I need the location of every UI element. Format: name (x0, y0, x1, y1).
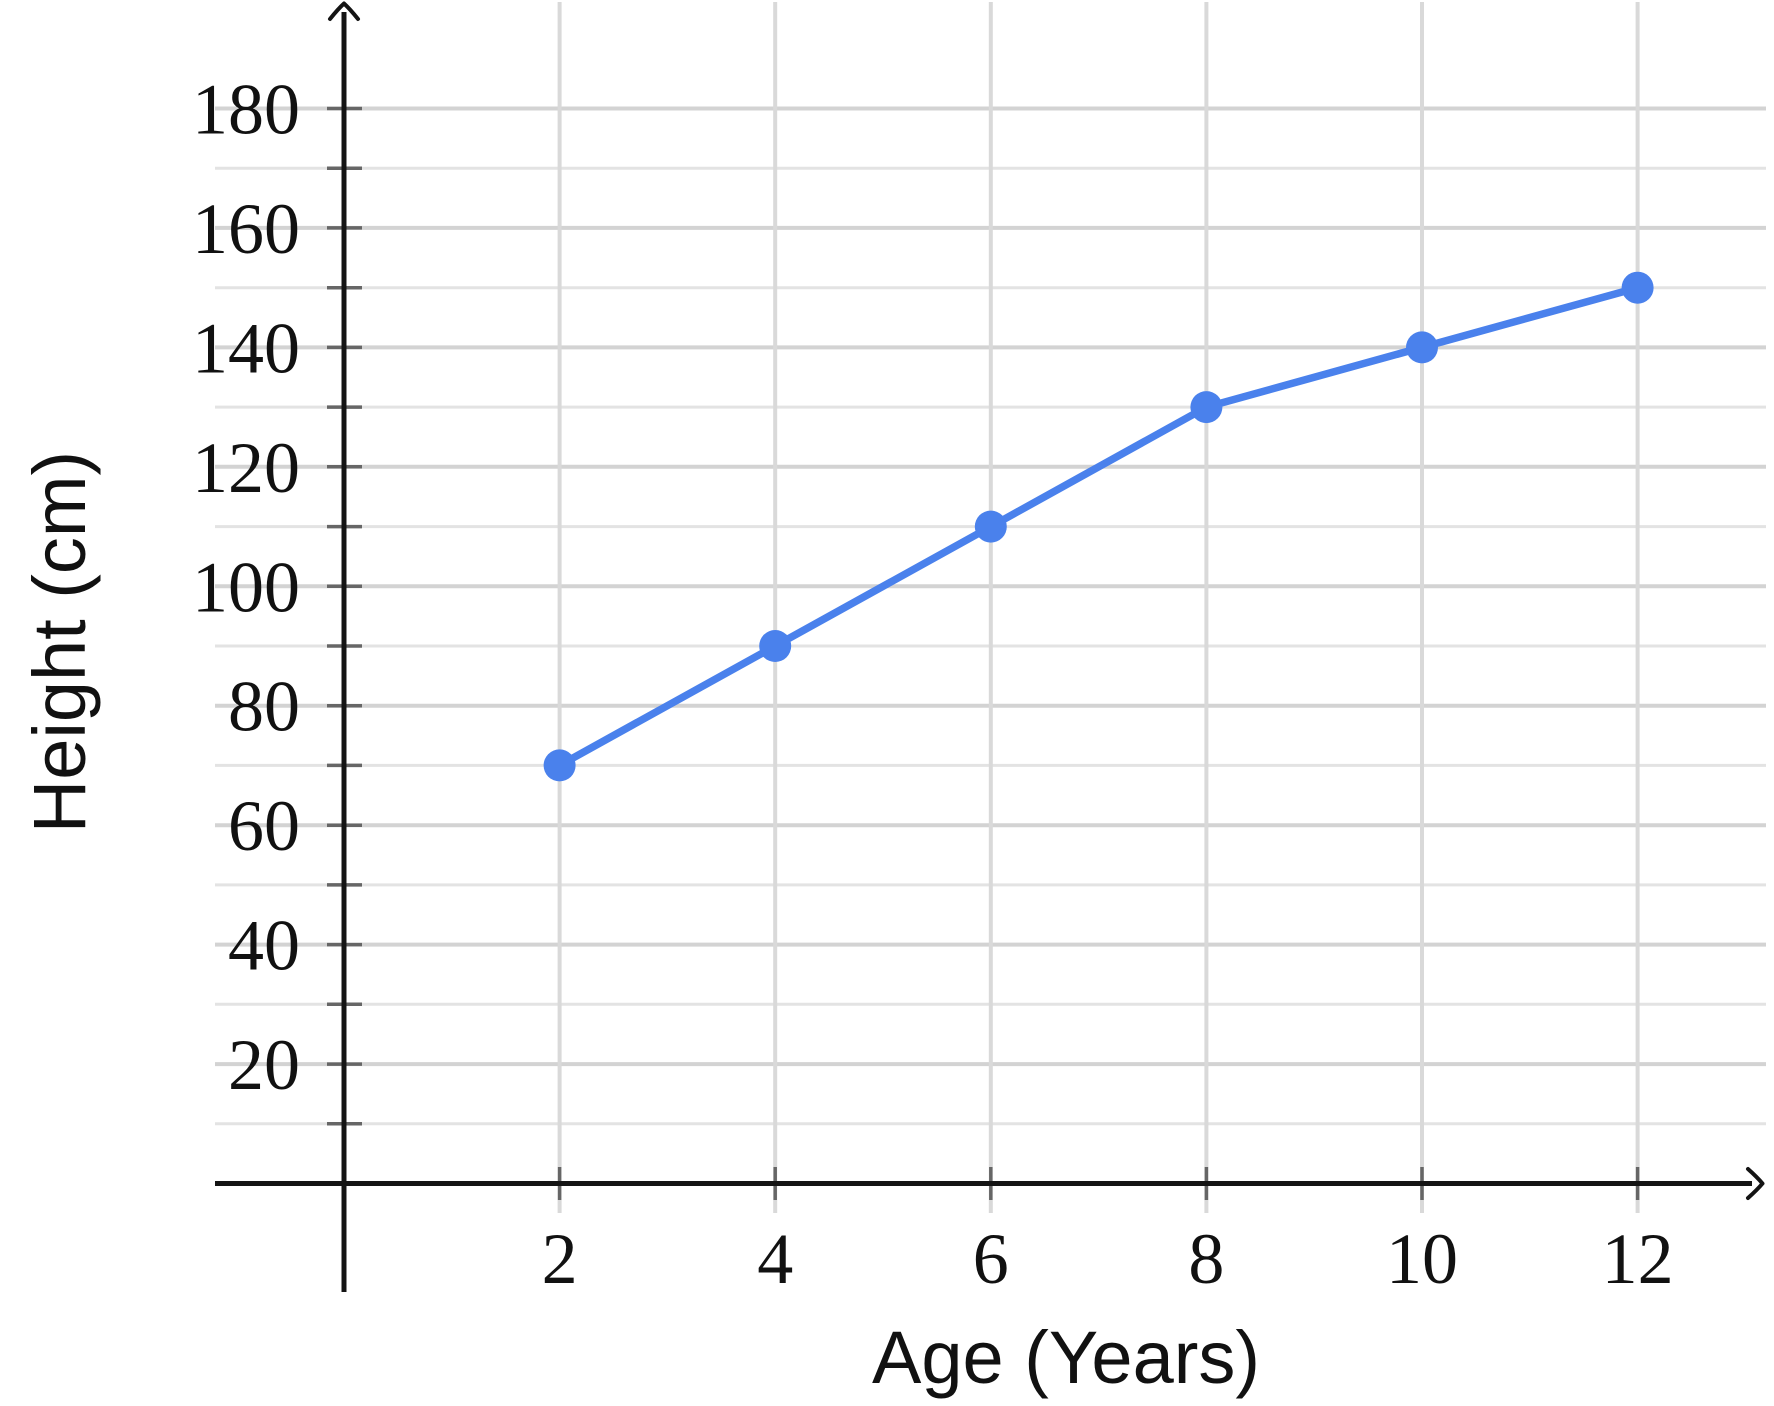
series-layer (543, 271, 1654, 782)
axis-layer (215, 1, 1765, 1292)
y-tick-label: 20 (228, 1025, 300, 1105)
grid-layer (215, 2, 1766, 1213)
data-point (543, 749, 576, 782)
x-tick-label: 4 (757, 1219, 793, 1299)
y-axis-arrow-icon (328, 1, 360, 21)
x-axis-arrow-icon (1746, 1167, 1765, 1200)
tick-label-layer: 20 40 60 80 100 120 140 160 180 2 4 6 8 10 12 (192, 70, 1674, 1300)
x-tick-label: 12 (1602, 1219, 1674, 1299)
x-tick-label: 2 (542, 1219, 578, 1299)
y-tick-label: 100 (192, 547, 300, 627)
data-line (555, 283, 1642, 770)
y-tick-label: 140 (192, 308, 300, 388)
data-point (1190, 391, 1223, 424)
data-point (1406, 331, 1438, 364)
x-axis-title: Age (Years) (872, 1316, 1260, 1399)
data-point (759, 630, 792, 662)
y-tick-label: 120 (192, 428, 300, 508)
y-axis-title: Height (cm) (18, 451, 101, 833)
x-tick-label: 8 (1188, 1219, 1224, 1299)
x-tick-label: 10 (1386, 1219, 1458, 1299)
data-point (974, 510, 1007, 543)
x-tick-label: 6 (973, 1219, 1009, 1299)
y-tick-label: 160 (192, 189, 300, 269)
data-point (1621, 271, 1654, 304)
y-tick-label: 180 (192, 70, 300, 150)
y-tick-label: 80 (228, 667, 300, 747)
y-tick-label: 40 (228, 906, 300, 986)
tick-layer (327, 106, 1640, 1200)
y-tick-label: 60 (228, 786, 300, 866)
